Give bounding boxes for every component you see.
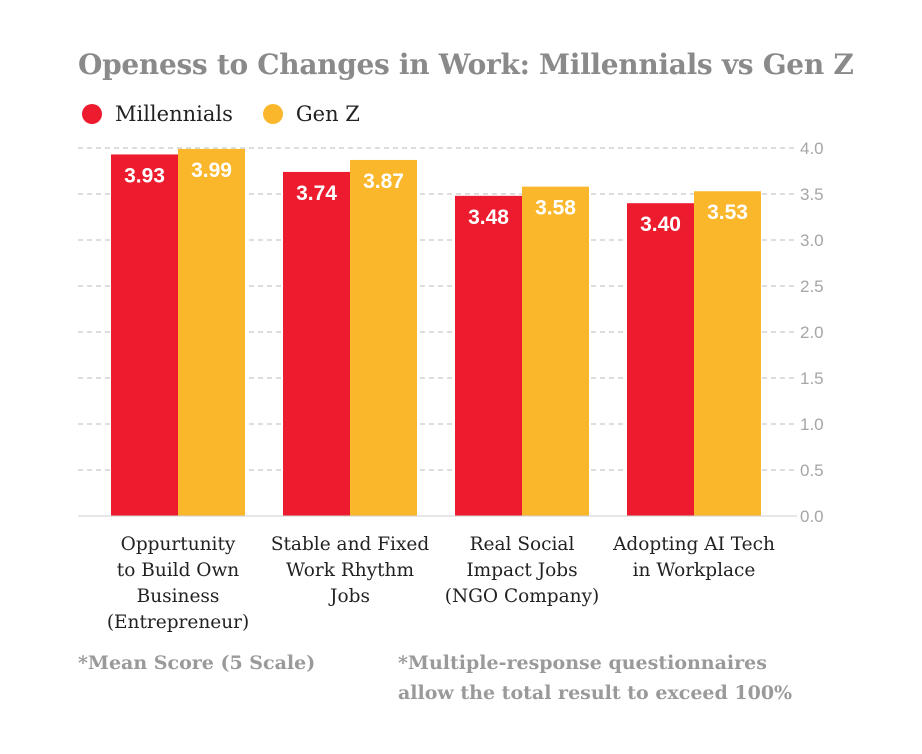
bar xyxy=(694,191,761,517)
x-tick-label: Oppurtunity xyxy=(121,534,236,555)
data-label: 3.48 xyxy=(468,206,509,229)
y-tick-label: 3.5 xyxy=(800,185,824,204)
x-tick-label: (Entrepreneur) xyxy=(107,612,249,633)
data-label: 3.87 xyxy=(363,170,404,193)
legend-item-genz: Gen Z xyxy=(262,102,360,126)
data-label: 3.99 xyxy=(191,159,232,182)
y-tick-label: 0.0 xyxy=(800,507,824,526)
x-tick-label: Business xyxy=(137,586,220,607)
bar xyxy=(350,159,417,516)
x-tick-label: Adopting AI Tech xyxy=(612,534,775,555)
y-tick-label: 2.5 xyxy=(800,277,824,296)
x-tick-label: Work Rhythm xyxy=(286,560,414,581)
footnote-multiple-response: *Multiple-response questionnaires allow … xyxy=(398,648,792,708)
data-label: 3.93 xyxy=(124,164,165,187)
chart-title: Openess to Changes in Work: Millennials … xyxy=(78,48,854,81)
y-tick-label: 4.0 xyxy=(800,139,824,158)
x-tick-label: Real Social xyxy=(470,534,575,555)
x-tick-label: to Build Own xyxy=(117,560,240,581)
legend-item-millennials: Millennials xyxy=(82,102,233,126)
legend-swatch-millennials xyxy=(82,104,102,124)
bar xyxy=(627,203,694,516)
y-tick-label: 2.0 xyxy=(800,323,824,342)
footnote-line-1: *Multiple-response questionnaires xyxy=(398,652,767,674)
data-label: 3.40 xyxy=(640,213,681,236)
x-tick-label: Stable and Fixed xyxy=(271,534,430,555)
legend-label-genz: Gen Z xyxy=(295,102,360,126)
x-tick-label: in Workplace xyxy=(633,560,756,581)
bar xyxy=(283,171,350,517)
footnote-mean-score: *Mean Score (5 Scale) xyxy=(78,652,316,674)
bar xyxy=(522,186,589,516)
bar xyxy=(455,195,522,516)
x-tick-label: Impact Jobs xyxy=(466,560,577,581)
legend-label-millennials: Millennials xyxy=(115,102,233,126)
y-tick-label: 3.0 xyxy=(800,231,824,250)
x-tick-label: (NGO Company) xyxy=(445,586,600,607)
data-label: 3.58 xyxy=(535,197,576,220)
bar xyxy=(178,148,245,517)
legend-swatch-genz xyxy=(262,104,283,124)
bar xyxy=(111,154,178,516)
y-tick-label: 1.0 xyxy=(800,415,824,434)
data-label: 3.74 xyxy=(296,182,337,205)
chart-legend: Millennials Gen Z xyxy=(82,102,390,126)
data-label: 3.53 xyxy=(707,201,748,224)
y-tick-label: 0.5 xyxy=(800,461,824,480)
x-tick-label: Jobs xyxy=(328,586,370,607)
y-tick-label: 1.5 xyxy=(800,369,824,388)
footnote-line-2: allow the total result to exceed 100% xyxy=(398,682,793,704)
